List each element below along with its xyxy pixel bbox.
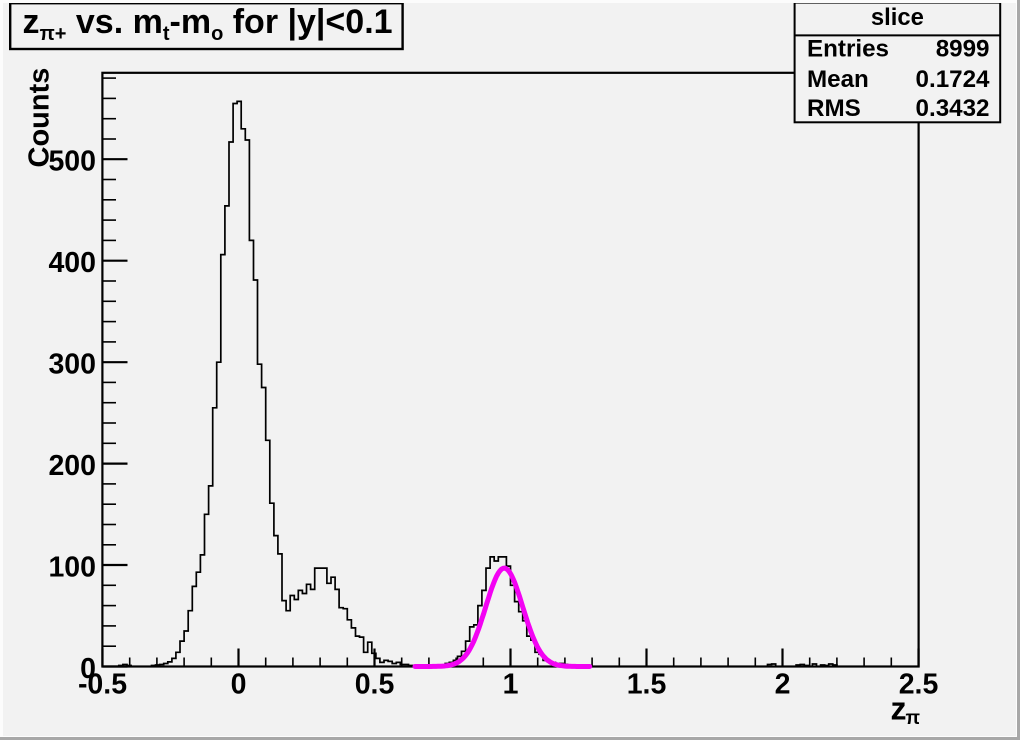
svg-text:Counts: Counts [24, 68, 56, 168]
svg-text:0: 0 [231, 669, 247, 701]
svg-text:400: 400 [48, 247, 96, 279]
svg-text:100: 100 [48, 551, 96, 583]
svg-text:0: 0 [80, 653, 96, 685]
svg-text:slice: slice [871, 4, 924, 31]
svg-text:2: 2 [775, 669, 791, 701]
svg-text:500: 500 [48, 146, 96, 178]
svg-text:-0.5: -0.5 [78, 669, 127, 701]
svg-text:200: 200 [48, 450, 96, 482]
svg-text:zπ+ vs. mt-mo for |y|<0.1: zπ+ vs. mt-mo for |y|<0.1 [22, 3, 392, 45]
svg-text:2.5: 2.5 [899, 669, 939, 701]
svg-text:0.1724: 0.1724 [916, 66, 991, 93]
svg-text:0.5: 0.5 [355, 669, 395, 701]
svg-text:8999: 8999 [936, 35, 990, 62]
svg-text:300: 300 [48, 349, 96, 381]
svg-text:1: 1 [503, 669, 519, 701]
svg-text:RMS: RMS [807, 95, 861, 122]
svg-text:Entries: Entries [807, 35, 889, 62]
svg-text:1.5: 1.5 [627, 669, 667, 701]
svg-text:Mean: Mean [807, 66, 869, 93]
svg-text:0.3432: 0.3432 [916, 95, 990, 122]
